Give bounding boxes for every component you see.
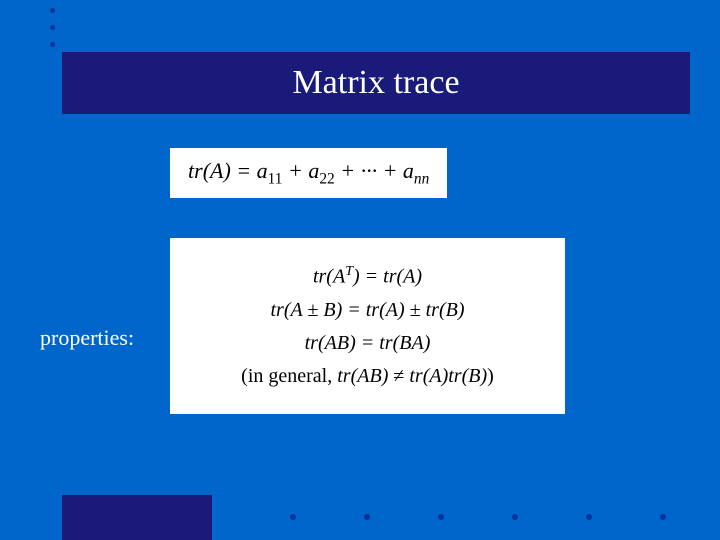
property-commutative: tr(AB) = tr(BA) — [190, 332, 545, 355]
dot-icon — [50, 42, 55, 47]
decorative-dots-top — [50, 8, 55, 47]
trace-definition-box: tr(A) = a11 + a22 + ··· + ann — [170, 148, 447, 198]
decorative-dots-bottom — [290, 514, 666, 520]
dot-icon — [364, 514, 370, 520]
property-sum: tr(A ± B) = tr(A) ± tr(B) — [190, 299, 545, 322]
property-transpose: tr(AT) = tr(A) — [190, 264, 545, 289]
decorative-bottom-block — [62, 495, 212, 540]
trace-definition-formula: tr(A) = a11 + a22 + ··· + ann — [188, 158, 429, 183]
slide-title: Matrix trace — [292, 64, 459, 102]
dot-icon — [586, 514, 592, 520]
dot-icon — [660, 514, 666, 520]
properties-box: tr(AT) = tr(A) tr(A ± B) = tr(A) ± tr(B)… — [170, 238, 565, 414]
title-bar: Matrix trace — [62, 52, 690, 114]
dot-icon — [50, 8, 55, 13]
dot-icon — [50, 25, 55, 30]
dot-icon — [512, 514, 518, 520]
dot-icon — [438, 514, 444, 520]
dot-icon — [290, 514, 296, 520]
properties-label: properties: — [40, 325, 134, 351]
property-not-multiplicative: (in general, tr(AB) ≠ tr(A)tr(B)) — [190, 365, 545, 388]
